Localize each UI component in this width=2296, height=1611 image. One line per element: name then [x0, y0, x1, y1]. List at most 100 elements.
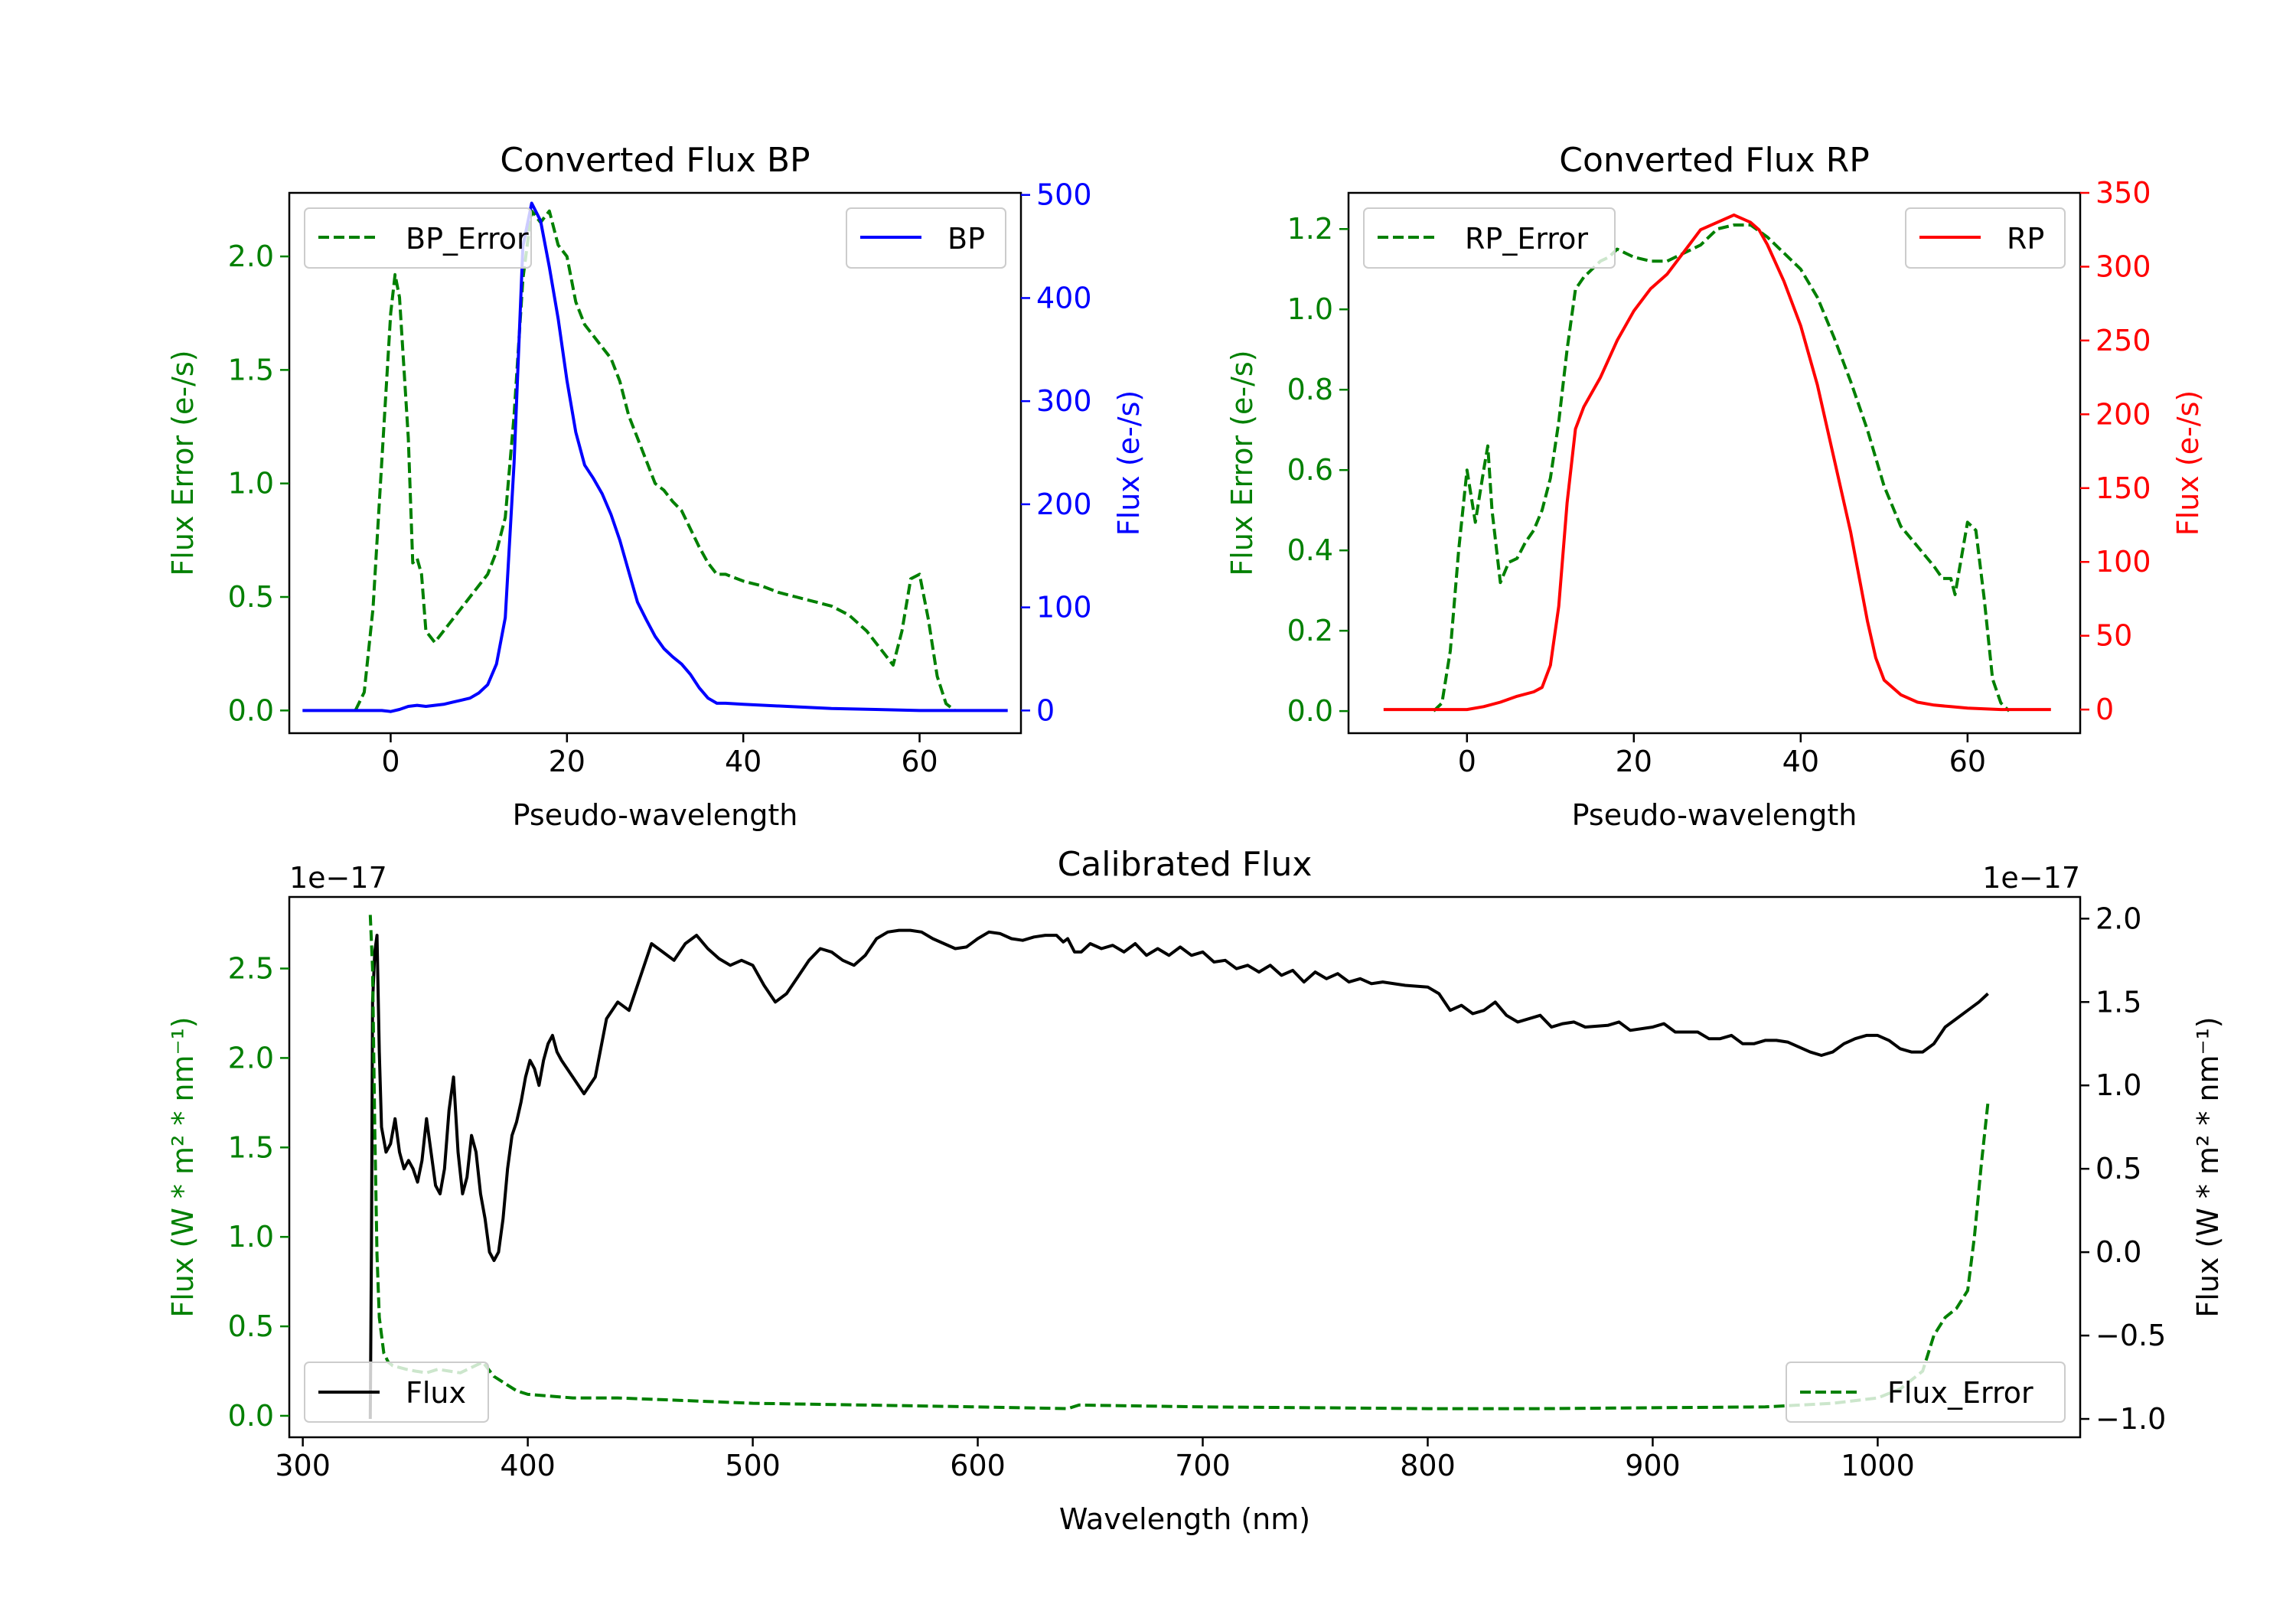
cal-left-tick-label: 0.0 [228, 1399, 274, 1433]
rp-x-tick-label: 60 [1949, 745, 1986, 778]
bp-right-tick-label: 300 [1036, 384, 1092, 418]
rp-right-tick-label: 150 [2095, 471, 2151, 505]
cal-left-tick-label: 1.5 [228, 1130, 274, 1164]
bp-right-tick-label: 0 [1036, 693, 1055, 727]
bp-left-axis-label: Flux Error (e-/s) [166, 350, 200, 576]
bp-error-legend-label: BP_Error [406, 222, 529, 256]
rp-right-tick-label: 250 [2095, 324, 2151, 357]
bp-x-ticks: 0 20 40 60 [381, 733, 938, 778]
rp-legend: RP [1905, 207, 2066, 269]
flux-legend: Flux [304, 1362, 489, 1423]
bp-right-tick-label: 100 [1036, 591, 1092, 625]
cal-series-flux [368, 928, 1989, 1420]
cal-right-tick-label: 1.0 [2095, 1068, 2141, 1102]
rp-left-tick-label: 0.6 [1287, 453, 1333, 487]
cal-left-tick-label: 2.5 [228, 952, 274, 986]
bp-right-tick-label: 200 [1036, 488, 1092, 521]
bp-panel: Converted Flux BP Pseudo-wavelength Flux… [166, 141, 1146, 832]
rp-right-tick-label: 300 [2095, 249, 2151, 283]
flux-error-legend-box [1786, 1362, 2066, 1423]
calibrated-left-ticks: 0.0 0.5 1.0 1.5 2.0 2.5 [228, 952, 289, 1433]
calibrated-left-offset-label: 1e−17 [289, 861, 387, 895]
cal-x-tick-label: 400 [500, 1449, 556, 1482]
cal-x-tick-label: 600 [950, 1449, 1006, 1482]
cal-right-tick-label: −0.5 [2095, 1319, 2166, 1352]
rp-error-legend-label: RP_Error [1465, 222, 1588, 256]
bp-x-tick-label: 20 [549, 745, 585, 778]
calibrated-right-axis-label: Flux (W * m² * nm⁻¹) [2191, 1016, 2225, 1317]
cal-x-tick-label: 700 [1175, 1449, 1231, 1482]
rp-series-rp [1383, 213, 2051, 712]
cal-x-tick-label: 300 [275, 1449, 331, 1482]
cal-left-tick-label: 0.5 [228, 1309, 274, 1343]
rp-axes-frame [1347, 191, 2082, 735]
cal-right-tick-label: −1.0 [2095, 1402, 2166, 1436]
rp-right-tick-label: 100 [2095, 545, 2151, 579]
rp-x-ticks: 0 20 40 60 [1458, 733, 1986, 778]
rp-right-tick-label: 0 [2095, 693, 2114, 726]
bp-legend: BP [846, 207, 1006, 269]
rp-x-tick-label: 20 [1616, 745, 1652, 778]
bp-error-legend: BP_Error [304, 207, 532, 269]
rp-left-tick-label: 0.8 [1287, 373, 1333, 406]
rp-right-tick-label: 350 [2095, 176, 2151, 210]
bp-legend-box [846, 207, 1006, 269]
bp-right-tick-label: 500 [1036, 178, 1092, 212]
bp-right-ticks: 0 100 200 300 400 500 [1021, 178, 1092, 727]
bp-series-bp-error [354, 209, 956, 712]
cal-x-tick-label: 500 [725, 1449, 781, 1482]
calibrated-panel: Calibrated Flux Wavelength (nm) Flux (W … [166, 845, 2225, 1536]
rp-left-axis-label: Flux Error (e-/s) [1225, 350, 1259, 576]
rp-left-tick-label: 1.0 [1287, 292, 1333, 326]
rp-series-rp-error [1432, 223, 2011, 713]
rp-x-tick-label: 0 [1458, 745, 1476, 778]
calibrated-right-ticks: −1.0 −0.5 0.0 0.5 1.0 1.5 2.0 [2080, 902, 2166, 1436]
rp-x-tick-label: 40 [1782, 745, 1819, 778]
rp-legend-box [1905, 207, 2066, 269]
bp-x-tick-label: 0 [381, 745, 400, 778]
bp-legend-label: BP [947, 222, 985, 256]
cal-x-tick-label: 900 [1625, 1449, 1681, 1482]
rp-title: Converted Flux RP [1559, 141, 1870, 180]
cal-x-tick-label: 1000 [1841, 1449, 1915, 1482]
flux-error-legend: Flux_Error [1786, 1362, 2066, 1423]
rp-x-axis-label: Pseudo-wavelength [1572, 798, 1857, 832]
calibrated-x-ticks: 300 400 500 600 700 800 900 1000 [275, 1437, 1915, 1482]
calibrated-left-axis-label: Flux (W * m² * nm⁻¹) [166, 1016, 200, 1317]
bp-left-tick-label: 1.5 [228, 353, 274, 386]
bp-right-tick-label: 400 [1036, 281, 1092, 315]
bp-plot-area [302, 201, 1008, 713]
calibrated-title: Calibrated Flux [1058, 845, 1313, 884]
cal-left-tick-label: 1.0 [228, 1220, 274, 1254]
bp-left-ticks: 0.0 0.5 1.0 1.5 2.0 [228, 240, 289, 727]
bp-x-tick-label: 40 [725, 745, 762, 778]
rp-right-ticks: 0 50 100 150 200 250 300 350 [2080, 176, 2151, 726]
cal-right-tick-label: 1.5 [2095, 985, 2141, 1019]
bp-left-tick-label: 0.0 [228, 693, 274, 727]
rp-error-legend: RP_Error [1363, 207, 1616, 269]
bp-axes-frame [288, 191, 1022, 735]
cal-x-tick-label: 800 [1400, 1449, 1456, 1482]
cal-right-tick-label: 0.5 [2095, 1152, 2141, 1185]
rp-right-tick-label: 200 [2095, 397, 2151, 431]
cal-right-tick-label: 2.0 [2095, 902, 2141, 935]
flux-legend-box [304, 1362, 489, 1423]
bp-x-tick-label: 60 [901, 745, 938, 778]
flux-error-legend-label: Flux_Error [1887, 1376, 2033, 1410]
bp-left-tick-label: 0.5 [228, 580, 274, 614]
rp-legend-label: RP [2007, 222, 2044, 256]
rp-right-tick-label: 50 [2095, 619, 2132, 653]
bp-left-tick-label: 2.0 [228, 240, 274, 273]
rp-plot-area [1383, 213, 2051, 713]
rp-left-ticks: 0.0 0.2 0.4 0.6 0.8 1.0 1.2 [1287, 212, 1349, 728]
bp-title: Converted Flux BP [500, 141, 810, 180]
bp-error-legend-box [304, 207, 532, 269]
bp-series-bp [302, 201, 1008, 713]
rp-panel: Converted Flux RP Pseudo-wavelength Flux… [1225, 141, 2205, 832]
bp-right-axis-label: Flux (e-/s) [1112, 390, 1146, 536]
cal-right-tick-label: 0.0 [2095, 1235, 2141, 1269]
cal-left-tick-label: 2.0 [228, 1041, 274, 1075]
calibrated-x-axis-label: Wavelength (nm) [1059, 1502, 1310, 1536]
